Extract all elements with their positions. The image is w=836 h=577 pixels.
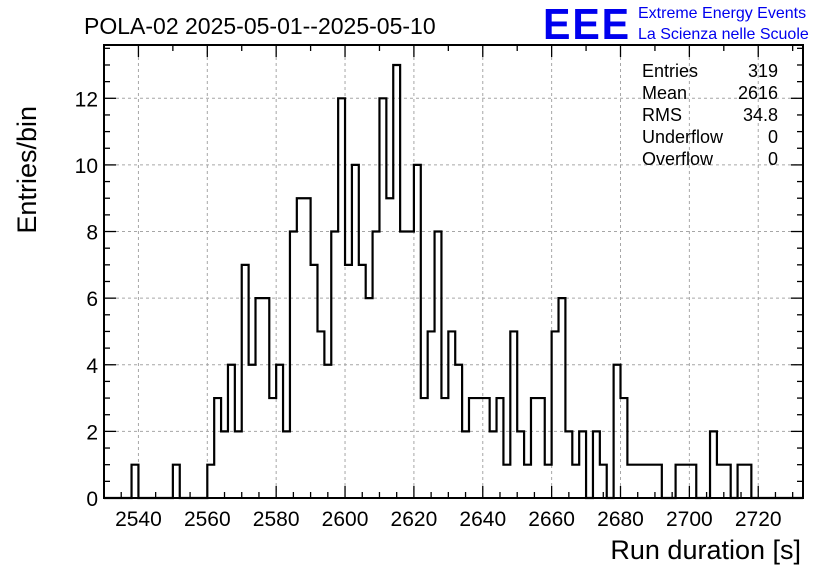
- stats-rms-value: 34.8: [743, 105, 778, 125]
- stats-entries-value: 319: [748, 61, 778, 81]
- stats-mean-label: Mean: [642, 83, 687, 103]
- x-tick-label: 2560: [184, 508, 231, 531]
- y-tick-label: 0: [86, 488, 98, 511]
- stats-box: Entries 319 Mean 2616 RMS 34.8 Underflow…: [642, 61, 778, 169]
- x-tick-label: 2680: [597, 508, 644, 531]
- eee-logo: EEE Extreme Energy Events La Scienza nel…: [543, 0, 809, 49]
- x-ticks: 2540 2560 2580 2600 2620 2640 2660 2680 2700 2720: [103, 45, 794, 531]
- eee-logo-line2: La Scienza nelle Scuole: [638, 26, 809, 43]
- stats-entries-label: Entries: [642, 61, 698, 81]
- eee-logo-letters: EEE: [543, 0, 631, 49]
- y-tick-label: 8: [86, 222, 98, 245]
- stats-overflow-value: 0: [768, 149, 778, 169]
- y-tick-label: 4: [86, 355, 98, 378]
- x-tick-label: 2700: [666, 508, 713, 531]
- y-tick-label: 2: [86, 421, 98, 444]
- y-tick-label: 12: [75, 88, 98, 111]
- y-ticks: 0 2 4 6 8 10 12: [75, 47, 803, 511]
- stats-underflow-label: Underflow: [642, 127, 724, 147]
- y-tick-label: 6: [86, 288, 98, 311]
- x-tick-label: 2600: [322, 508, 369, 531]
- x-tick-label: 2580: [253, 508, 300, 531]
- x-tick-label: 2540: [115, 508, 162, 531]
- grid-lines: [104, 45, 803, 498]
- histogram-series: [104, 63, 803, 500]
- y-axis-label: Entries/bin: [12, 106, 42, 234]
- stats-mean-value: 2616: [738, 83, 778, 103]
- x-tick-label: 2720: [735, 508, 782, 531]
- x-tick-label: 2660: [528, 508, 575, 531]
- x-tick-label: 2620: [391, 508, 438, 531]
- chart-title: POLA-02 2025-05-01--2025-05-10: [84, 13, 436, 39]
- y-tick-label: 10: [75, 155, 98, 178]
- x-axis-label: Run duration [s]: [610, 535, 801, 565]
- stats-overflow-label: Overflow: [642, 149, 714, 169]
- x-tick-label: 2640: [459, 508, 506, 531]
- eee-logo-line1: Extreme Energy Events: [638, 5, 806, 22]
- stats-underflow-value: 0: [768, 127, 778, 147]
- plot-frame: [103, 44, 804, 499]
- stats-rms-label: RMS: [642, 105, 682, 125]
